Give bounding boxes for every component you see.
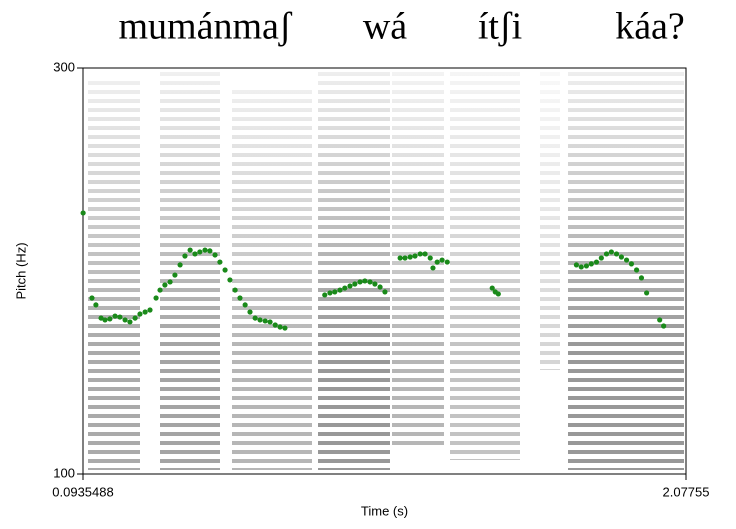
pitch-point (397, 255, 403, 261)
pitch-point (112, 313, 118, 319)
plot-frame (82, 67, 687, 475)
pitch-point (613, 251, 620, 257)
pitch-point (242, 302, 248, 308)
pitch-point (142, 309, 148, 315)
pitch-point (98, 315, 104, 321)
pitch-point (197, 249, 203, 255)
pitch-point (583, 263, 590, 269)
pitch-point (80, 210, 86, 216)
pitch-point (377, 284, 383, 290)
pitch-point (102, 317, 108, 323)
pitch-point (434, 259, 440, 265)
y-axis-label: Pitch (Hz) (13, 242, 28, 299)
pitch-point (137, 311, 143, 317)
pitch-point (277, 324, 283, 330)
pitch-point (172, 272, 178, 278)
pitch-point (628, 261, 635, 267)
pitch-point (367, 279, 373, 285)
pitch-point (337, 287, 343, 293)
pitch-point (352, 281, 358, 287)
pitch-point (623, 257, 630, 263)
pitch-point (638, 275, 645, 281)
pitch-point (247, 309, 253, 315)
pitch-point (202, 247, 208, 253)
transcription-word: káa? (615, 6, 685, 48)
pitch-point (147, 307, 153, 313)
pitch-point (222, 267, 228, 273)
pitch-point (362, 278, 368, 284)
pitch-point (644, 290, 650, 296)
pitch-point (177, 262, 183, 268)
pitch-point (93, 302, 99, 308)
pitch-point (252, 315, 258, 321)
pitch-point (117, 314, 123, 320)
pitch-point (598, 255, 604, 261)
pitch-point (217, 259, 223, 265)
transcription-word: wá (363, 6, 407, 48)
pitch-point (182, 253, 188, 259)
pitch-point (232, 287, 238, 293)
pitch-point (382, 289, 388, 295)
pitch-point (372, 281, 378, 287)
pitch-point (167, 279, 173, 285)
pitch-point (327, 290, 333, 296)
pitch-point (427, 255, 433, 261)
pitch-point (588, 261, 594, 267)
pitch-point (187, 247, 193, 253)
pitch-point (633, 267, 640, 273)
pitch-point (267, 319, 273, 325)
x-tick-label: 0.0935488 (52, 484, 113, 499)
pitch-point (402, 255, 408, 261)
pitch-point (107, 316, 113, 322)
pitch-point (422, 251, 428, 257)
x-axis-label: Time (s) (361, 503, 408, 518)
pitch-point (89, 295, 95, 301)
pitch-point (207, 248, 213, 254)
pitch-point (618, 254, 624, 260)
pitch-point (603, 251, 610, 257)
pitch-point (342, 285, 348, 291)
y-tick-label: 300 (53, 59, 75, 74)
pitch-point (262, 318, 268, 324)
y-tick-label: 100 (53, 465, 75, 480)
pitch-point (495, 291, 501, 297)
pitch-point (417, 251, 423, 257)
pitch-point (272, 322, 278, 328)
transcription-word: mumánmaʃ (118, 6, 292, 48)
pitch-point (212, 252, 218, 258)
pitch-point (407, 254, 413, 260)
pitch-point (608, 249, 614, 255)
pitch-point (332, 289, 338, 295)
pitch-point (282, 325, 288, 331)
pitch-point (578, 264, 584, 270)
pitch-point (661, 323, 667, 329)
pitch-point (439, 257, 445, 263)
pitch-point (412, 253, 418, 259)
pitch-point (227, 277, 233, 283)
spectrogram (84, 68, 686, 470)
pitch-point (573, 262, 580, 268)
pitch-point (593, 259, 600, 265)
pitch-point (322, 292, 328, 298)
pitch-point (489, 285, 495, 291)
pitch-point (237, 295, 243, 301)
pitch-point (347, 283, 353, 289)
pitch-point (122, 317, 128, 323)
pitch-point (153, 295, 159, 301)
pitch-point (162, 282, 168, 288)
pitch-point (192, 251, 198, 257)
pitch-point (430, 265, 436, 271)
transcription-word: ítʃi (478, 6, 522, 48)
pitch-point (157, 287, 163, 293)
pitch-point (132, 315, 138, 321)
x-tick-label: 2.07755 (663, 484, 710, 499)
pitch-point (127, 319, 133, 325)
pitch-point (357, 279, 363, 285)
pitch-point (444, 259, 450, 265)
pitch-point (257, 317, 263, 323)
pitch-point (657, 317, 663, 323)
